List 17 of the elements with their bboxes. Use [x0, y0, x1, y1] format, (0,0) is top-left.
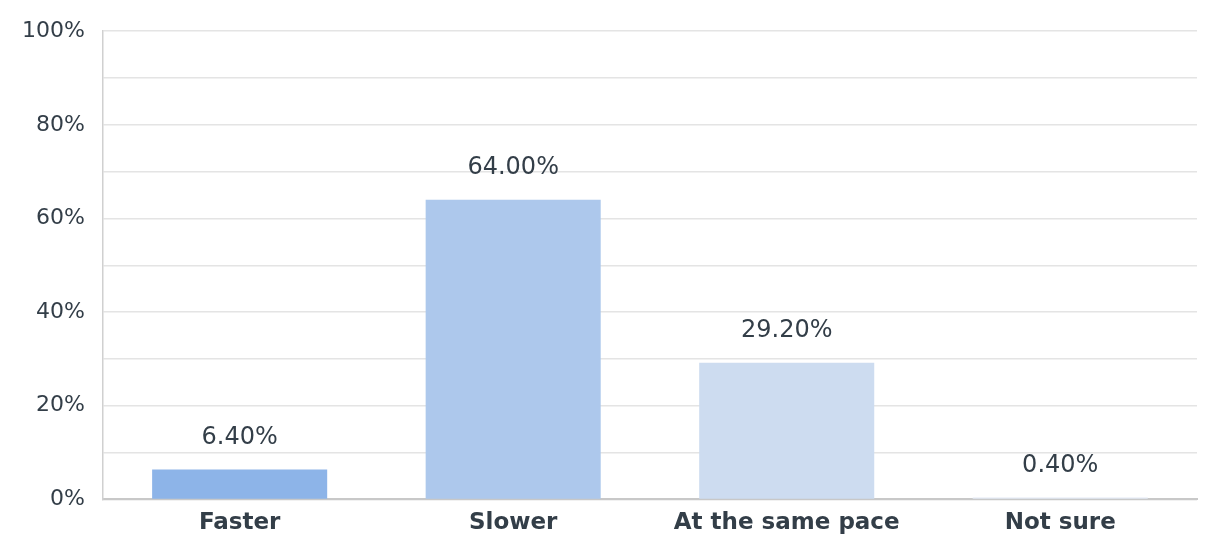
data-label: 64.00%	[467, 151, 559, 180]
bar	[425, 199, 601, 499]
y-tick-label: 80%	[35, 110, 85, 136]
data-label: 29.20%	[740, 314, 833, 343]
x-tick-label: Not sure	[1004, 508, 1116, 535]
y-tick-label: 20%	[35, 391, 85, 417]
y-tick-label: 60%	[35, 204, 85, 230]
data-label: 6.40%	[201, 421, 278, 450]
y-tick-label: 100%	[21, 16, 85, 42]
data-label: 0.40%	[1022, 449, 1099, 478]
y-tick-label: 40%	[35, 297, 85, 323]
x-tick-label: At the same pace	[673, 508, 900, 535]
x-tick-label: Slower	[468, 508, 559, 535]
y-tick-label: 0%	[49, 485, 85, 511]
x-tick-label: Faster	[198, 508, 282, 535]
bar	[699, 362, 875, 499]
bar	[152, 469, 328, 499]
